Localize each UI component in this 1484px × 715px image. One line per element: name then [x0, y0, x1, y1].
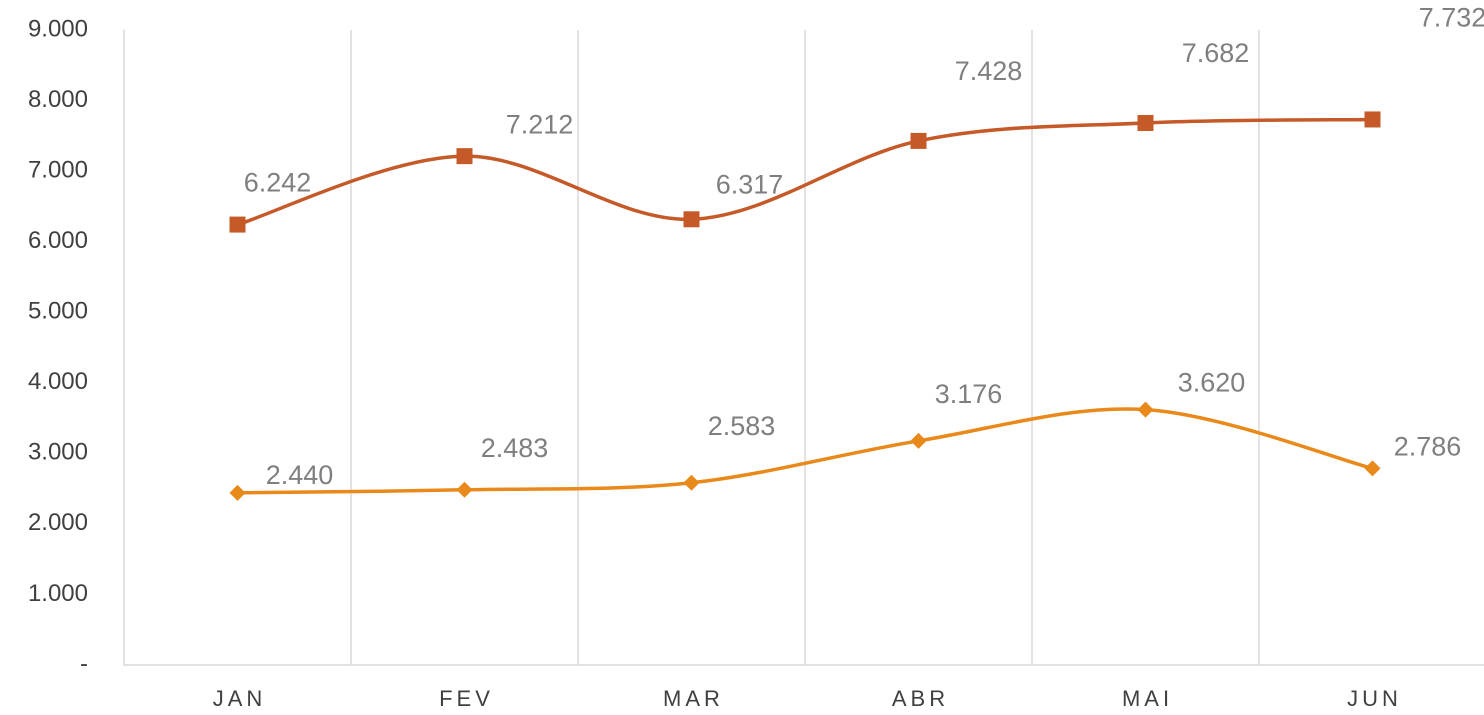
marker	[1364, 111, 1381, 128]
data-label: 7.212	[506, 109, 574, 139]
y-tick-label: 9.000	[28, 15, 88, 42]
marker	[456, 148, 473, 165]
marker	[1137, 114, 1154, 131]
series-line	[237, 407, 1373, 495]
marker	[683, 474, 700, 491]
data-label: 6.317	[716, 169, 784, 199]
data-label: 6.242	[244, 168, 312, 198]
marker	[683, 211, 700, 228]
data-label: 2.440	[266, 460, 334, 490]
x-tick-label: JUN	[1347, 686, 1402, 711]
marker	[910, 132, 927, 149]
data-label: 3.620	[1178, 368, 1246, 398]
marker	[229, 216, 246, 233]
y-tick-label: 7.000	[28, 156, 88, 183]
x-tick-label: ABR	[892, 686, 949, 711]
data-label: 2.583	[708, 411, 776, 441]
y-tick-label: 1.000	[28, 580, 88, 607]
y-tick-label: 4.000	[28, 368, 88, 395]
series-line	[236, 117, 1373, 227]
y-tick-label: 8.000	[28, 86, 88, 113]
data-label: 7.682	[1182, 38, 1250, 68]
data-label: 2.786	[1394, 432, 1462, 462]
y-tick-label: 5.000	[28, 298, 88, 325]
data-label: 3.176	[935, 379, 1003, 409]
data-label: 7.732	[1419, 3, 1484, 33]
x-tick-label: FEV	[439, 686, 494, 711]
y-tick-label: -	[80, 650, 88, 677]
marker	[910, 432, 927, 449]
y-tick-label: 6.000	[28, 227, 88, 254]
marker	[229, 484, 246, 501]
x-tick-label: JAN	[213, 686, 267, 711]
data-label: 2.483	[481, 433, 549, 463]
x-tick-label: MAI	[1122, 686, 1173, 711]
marker	[456, 481, 473, 498]
marker	[1137, 401, 1154, 418]
marker	[1364, 460, 1381, 477]
y-tick-label: 2.000	[28, 509, 88, 536]
data-label: 7.428	[955, 56, 1023, 86]
x-tick-label: MAR	[663, 686, 724, 711]
y-tick-label: 3.000	[28, 439, 88, 466]
